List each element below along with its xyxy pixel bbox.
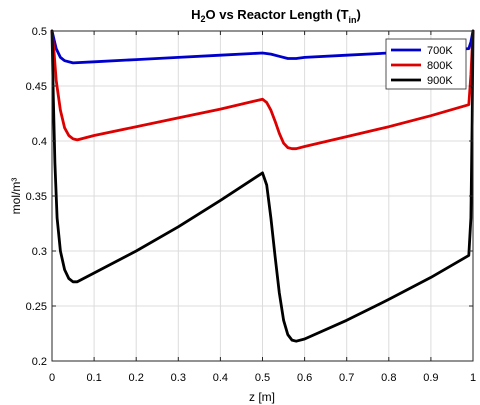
x-tick-label: 0.2 — [129, 372, 144, 384]
x-tick-label: 0.5 — [255, 372, 270, 384]
x-tick-label: 0.4 — [213, 372, 228, 384]
x-tick-label: 0.9 — [423, 372, 438, 384]
y-tick-label: 0.25 — [26, 301, 47, 313]
x-tick-label: 0.8 — [381, 372, 396, 384]
x-axis-title: z [m] — [249, 390, 275, 404]
ticks — [51, 30, 474, 362]
x-tick-label: 0.6 — [297, 372, 312, 384]
x-tick-label: 0 — [49, 372, 55, 384]
y-tick-label: 0.5 — [32, 26, 47, 38]
x-tick-label: 0.7 — [339, 372, 354, 384]
x-tick-label: 0.1 — [86, 372, 101, 384]
legend-label-800k: 800K — [427, 60, 453, 72]
legend: 700K 800K 900K — [385, 38, 467, 90]
legend-label-700k: 700K — [427, 45, 453, 57]
x-tick-label: 1 — [470, 372, 476, 384]
legend-label-900k: 900K — [427, 75, 453, 87]
y-tick-label: 0.3 — [32, 246, 47, 258]
y-axis-title: mol/m³ — [9, 178, 23, 215]
y-tick-label: 0.35 — [26, 191, 47, 203]
series-line-900k — [50, 29, 475, 343]
grid — [51, 30, 474, 362]
x-tick-label: 0.3 — [171, 372, 186, 384]
y-tick-label: 0.45 — [26, 81, 47, 93]
chart-title: H2O vs Reactor Length (Tin) — [191, 7, 361, 25]
y-tick-label: 0.2 — [32, 356, 47, 368]
tick-labels: 0 0.1 0.2 0.3 0.4 0.5 0.6 0.7 0.8 0.9 1 0.2 0.25 0.3 0… — [26, 26, 476, 384]
series-line-800k — [50, 29, 475, 151]
y-tick-label: 0.4 — [32, 136, 47, 148]
